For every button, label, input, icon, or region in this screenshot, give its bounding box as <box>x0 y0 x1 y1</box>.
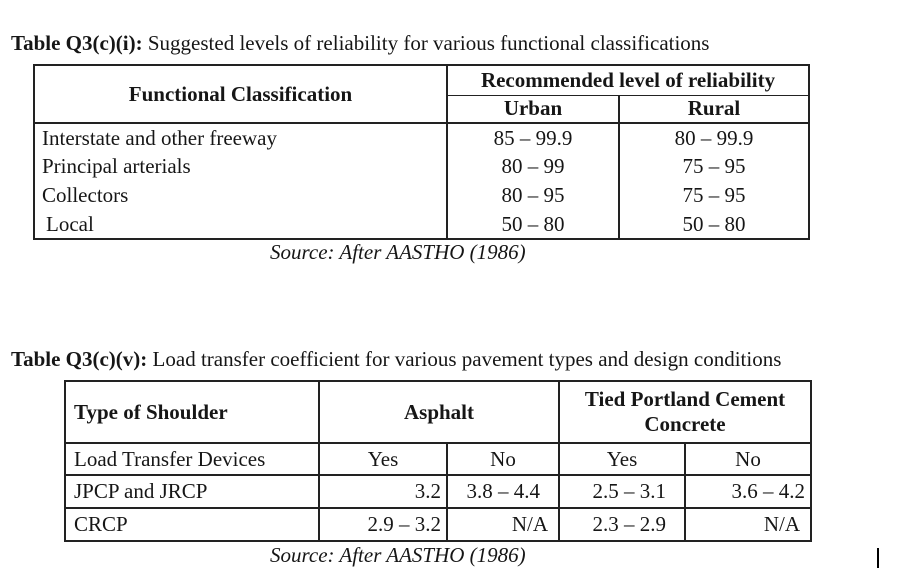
table-title-1-text: Suggested levels of reliability for vari… <box>142 31 710 55</box>
row-label-cell: JPCP and JRCP <box>64 474 320 509</box>
text-caret <box>877 548 879 568</box>
table-title-2-text: Load transfer coefficient for various pa… <box>147 347 782 371</box>
row-label-cell: CRCP <box>64 507 320 542</box>
header-urban: Urban <box>503 96 563 121</box>
table-row-load-transfer-devices: Load Transfer Devices Yes No Yes No <box>64 442 813 476</box>
table-title-1: Table Q3(c)(i): Suggested levels of reli… <box>11 32 709 55</box>
table-row-local: Local 50 – 80 50 – 80 <box>34 210 810 239</box>
row-label-cell: Principal arterials <box>34 152 448 181</box>
table-row-crcp: CRCP 2.9 – 3.2 N/A 2.3 – 2.9 N/A <box>64 507 813 542</box>
rural-value-cell: 80 – 99.9 <box>617 123 810 152</box>
source-caption-2: Source: After AASTHO (1986) <box>270 543 526 567</box>
reliability-header-row-2: Urban Rural <box>34 95 810 123</box>
table-row-collectors: Collectors 80 – 95 75 – 95 <box>34 181 810 210</box>
asphalt-yes-cell: Yes <box>318 442 448 476</box>
load-transfer-header-row: Type of Shoulder Asphalt Tied Portland C… <box>64 380 813 444</box>
tied-no-cell: No <box>683 442 813 476</box>
asphalt-no-value-cell: N/A <box>446 507 560 542</box>
asphalt-no-value-cell: 3.8 – 4.4 <box>446 474 560 509</box>
tied-yes-value-cell: 2.5 – 3.1 <box>558 474 686 509</box>
urban-value-cell: 85 – 99.9 <box>493 125 573 150</box>
tied-no-value-cell: N/A <box>683 507 813 542</box>
table-title-2-number: Table Q3(c)(v): <box>11 347 148 371</box>
asphalt-yes-value-cell: 3.2 <box>318 474 448 509</box>
table-row-principal-arterials: Principal arterials 80 – 99 75 – 95 <box>34 152 810 181</box>
header-functional-classification: Functional Classification <box>34 65 448 123</box>
header-tied-pcc: Tied Portland Cement Concrete <box>557 380 813 444</box>
rural-value-cell: 75 – 95 <box>617 181 810 210</box>
rural-value-cell: 75 – 95 <box>617 152 810 181</box>
reliability-header-row-1: Functional Classification Recommended le… <box>34 65 810 123</box>
table-title-2: Table Q3(c)(v): Load transfer coefficien… <box>11 348 781 371</box>
load-transfer-table: Type of Shoulder Asphalt Tied Portland C… <box>64 380 813 542</box>
row-label-cell: Interstate and other freeway <box>34 123 448 152</box>
source-caption-1: Source: After AASTHO (1986) <box>270 240 526 264</box>
asphalt-no-cell: No <box>446 442 560 476</box>
header-type-of-shoulder: Type of Shoulder <box>64 380 320 444</box>
row-label-cell: Load Transfer Devices <box>64 442 320 476</box>
row-label-cell: Collectors <box>34 181 448 210</box>
urban-value-cell: 80 – 95 <box>501 183 565 207</box>
reliability-table: Functional Classification Recommended le… <box>33 64 811 240</box>
tied-yes-cell: Yes <box>558 442 686 476</box>
header-recommended-level: Recommended level of reliability <box>447 65 810 96</box>
urban-value-cell: 80 – 99 <box>501 154 565 178</box>
tied-no-value-cell: 3.6 – 4.2 <box>683 474 813 509</box>
table-row-jpcp-jrcp: JPCP and JRCP 3.2 3.8 – 4.4 2.5 – 3.1 3.… <box>64 474 813 509</box>
row-label-cell: Local <box>34 210 448 239</box>
table-row-interstate: Interstate and other freeway 85 – 99.9 8… <box>34 123 810 152</box>
tied-yes-value-cell: 2.3 – 2.9 <box>558 507 686 542</box>
urban-value-cell: 50 – 80 <box>501 211 565 236</box>
rural-value-cell: 50 – 80 <box>617 210 810 239</box>
asphalt-yes-value-cell: 2.9 – 3.2 <box>318 507 448 542</box>
table-title-1-number: Table Q3(c)(i): <box>11 31 143 55</box>
header-rural: Rural <box>617 95 810 123</box>
header-asphalt: Asphalt <box>318 380 560 444</box>
